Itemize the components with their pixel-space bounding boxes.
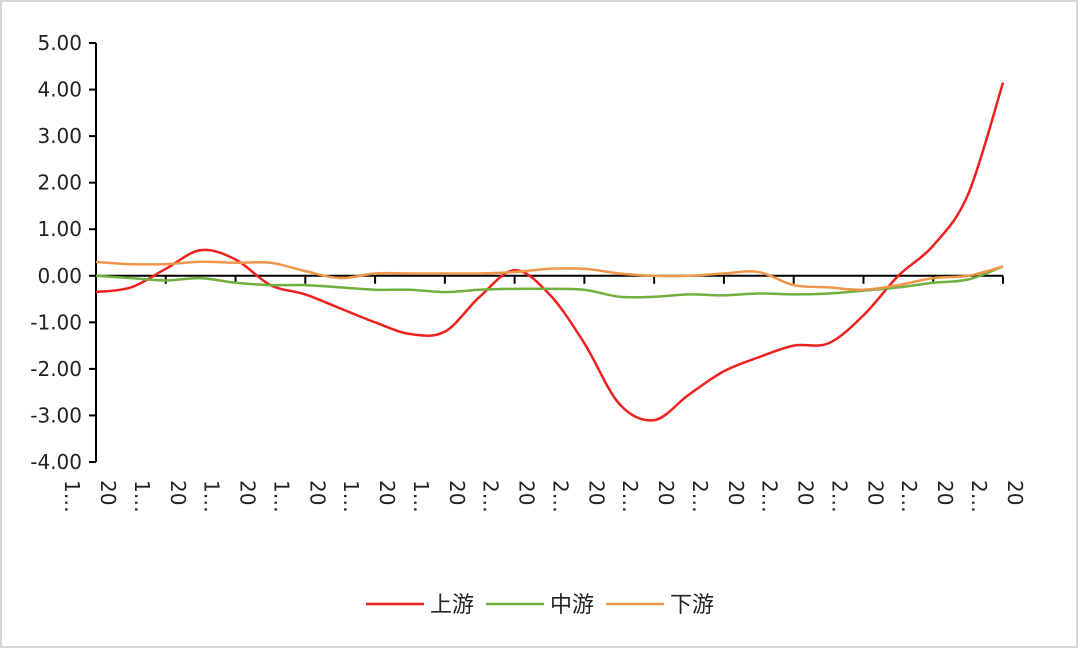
legend-label: 下游 bbox=[670, 593, 714, 618]
x-tick-label-line: 20 bbox=[863, 480, 887, 505]
x-tick-label-line: 1… bbox=[130, 480, 154, 513]
x-tick-label-line: 20 bbox=[584, 480, 608, 505]
y-tick-label: -1.00 bbox=[30, 310, 82, 334]
x-tick-label-line: 2… bbox=[827, 480, 851, 513]
x-tick-label-line: 20 bbox=[96, 480, 120, 505]
x-tick-label: 20 1… bbox=[130, 480, 190, 513]
x-tick-label-line: 1… bbox=[200, 480, 224, 513]
y-tick-label: 2.00 bbox=[37, 171, 82, 195]
x-tick-label-line: 20 bbox=[794, 480, 818, 505]
y-tick-label: 3.00 bbox=[37, 124, 82, 148]
x-tick-label: 20 2… bbox=[827, 480, 887, 513]
x-tick-label: 20 1… bbox=[200, 480, 260, 513]
x-tick-label-line: 2… bbox=[688, 480, 712, 513]
y-tick-label: 1.00 bbox=[37, 217, 82, 241]
x-tick-label-line: 20 bbox=[236, 480, 260, 505]
x-tick-label-line: 2… bbox=[479, 480, 503, 513]
x-tick-label-line: 20 bbox=[515, 480, 539, 505]
y-tick-label: 4.00 bbox=[37, 78, 82, 102]
series-line bbox=[95, 265, 1004, 299]
y-tick-label: -3.00 bbox=[30, 403, 82, 427]
x-tick-label: 20 2… bbox=[548, 480, 608, 513]
x-tick-label: 20 2… bbox=[479, 480, 539, 513]
x-tick-label-line: 2… bbox=[618, 480, 642, 513]
x-tick-label-line: 20 bbox=[933, 480, 957, 505]
x-tick-label-line: 1… bbox=[269, 480, 293, 513]
x-tick-label-line: 2… bbox=[758, 480, 782, 513]
x-tick-label-line: 2… bbox=[548, 480, 572, 513]
x-tick-label-line: 20 bbox=[1003, 480, 1027, 505]
x-tick-label: 20 1… bbox=[60, 480, 120, 513]
x-tick-label-line: 2… bbox=[897, 480, 921, 513]
x-tick-label: 20 1… bbox=[339, 480, 399, 513]
y-tick-label: 5.00 bbox=[37, 31, 82, 55]
x-tick-label-line: 20 bbox=[654, 480, 678, 505]
series-line bbox=[95, 82, 1005, 422]
x-tick-label: 20 1… bbox=[269, 480, 329, 513]
x-tick-label-line: 20 bbox=[375, 480, 399, 505]
x-tick-label-line: 20 bbox=[724, 480, 748, 505]
x-tick-label-line: 20 bbox=[166, 480, 190, 505]
x-tick-label-line: 2… bbox=[967, 480, 991, 513]
x-tick-label-line: 1… bbox=[409, 480, 433, 513]
x-tick-label: 20 2… bbox=[618, 480, 678, 513]
legend-label: 上游 bbox=[430, 593, 474, 618]
x-tick-label: 20 2… bbox=[897, 480, 957, 513]
x-tick-label-line: 1… bbox=[339, 480, 363, 513]
x-tick-label-line: 20 bbox=[445, 480, 469, 505]
x-tick-label: 20 2… bbox=[758, 480, 818, 513]
y-tick-label: -4.00 bbox=[30, 450, 82, 474]
x-tick-label: 20 2… bbox=[688, 480, 748, 513]
x-tick-label-line: 20 bbox=[305, 480, 329, 505]
y-tick-label: -2.00 bbox=[30, 357, 82, 381]
legend-label: 中游 bbox=[550, 593, 594, 618]
x-tick-label: 20 1… bbox=[409, 480, 469, 513]
series-line bbox=[95, 260, 1004, 292]
x-tick-label: 20 2… bbox=[967, 480, 1027, 513]
y-tick-label: 0.00 bbox=[37, 264, 82, 288]
x-tick-label-line: 1… bbox=[60, 480, 84, 513]
legend: 上游 中游 下游 bbox=[365, 593, 714, 618]
